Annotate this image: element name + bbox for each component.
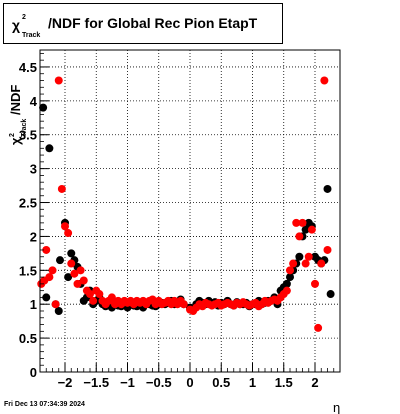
data-point-red [179,300,188,309]
y-label-sup: 2 [9,133,16,137]
y-tick-label: 1.5 [19,263,37,278]
data-point-red [86,290,94,299]
data-point-red [64,229,73,238]
data-point-red [298,218,307,227]
y-label-sub: Track [21,119,28,137]
data-point-black [42,293,51,302]
y-tick-label: 0 [30,365,37,380]
data-point-red [317,259,326,268]
x-tick-label: −2 [58,375,73,390]
data-point-red [311,279,319,288]
x-axis-label: η [333,400,340,414]
data-point-red [54,76,63,85]
data-point-red [48,266,57,275]
y-tick-label: 2 [30,229,37,244]
data-point-black [326,290,335,299]
data-point-red [67,259,76,268]
data-point-black [45,144,54,153]
title-sup: 2 [22,14,26,21]
timestamp-footer: Fri Dec 13 07:34:39 2024 [4,401,85,408]
data-point-black [282,279,291,288]
x-tick-label: 1 [249,375,256,390]
data-point-black [56,256,64,265]
data-point-red [314,323,323,332]
data-point-red [289,259,298,268]
tick-labels: −2 −1.5 −1 −0.5 0 0.5 1 1.5 2 0 0.5 1 1.5 2 2.5 3 3.5 4 4.… [19,60,319,390]
x-tick-label: 2 [311,375,318,390]
chart-title-box: χ 2 Track /NDF for Global Rec Pion EtapT [3,3,283,44]
data-point-red [307,225,316,234]
data-point-red [301,259,310,268]
data-point-black [323,184,332,193]
data-point-black [295,252,304,261]
chart-title: χ 2 Track /NDF for Global Rec Pion EtapT [12,14,258,39]
x-tick-label: −1.5 [83,375,109,390]
x-tick-label: 0.5 [212,375,230,390]
y-tick-label: 1 [30,297,37,312]
x-tick-label: 1.5 [275,375,293,390]
x-tick-label: −1 [120,375,135,390]
y-tick-label: 3 [30,162,37,177]
data-point-red [292,218,301,227]
data-point-red [57,184,66,193]
data-point-red [51,300,60,309]
data-point-red [61,222,69,231]
data-point-red [95,290,104,299]
data-point-red [79,276,88,285]
y-label-rest: /NDF [8,85,23,115]
data-point-black [54,306,63,315]
grid-lines [40,50,340,373]
data-point-red [282,286,291,295]
data-point-red [286,266,294,275]
data-point-black [67,249,76,258]
y-label-chi: χ [8,137,23,145]
y-tick-label: 0.5 [19,331,37,346]
data-point-black [64,273,73,282]
y-tick-label: 4 [30,94,38,109]
data-point-black [301,225,310,234]
data-points [37,76,335,332]
y-tick-label: 4.5 [19,60,37,75]
y-axis-label: χ 2 Track /NDF [8,85,28,145]
y-tick-label: 3.5 [19,128,37,143]
title-sub: Track [22,32,40,39]
data-point-red [73,279,82,288]
data-point-red [295,232,304,241]
data-point-red [45,273,54,282]
axis-ticks [39,52,341,373]
data-point-red [320,76,329,85]
y-tick-label: 2.5 [19,196,37,211]
data-point-red [304,252,313,261]
data-point-red [70,269,79,278]
data-point-red [42,245,51,254]
title-rest: /NDF for Global Rec Pion EtapT [48,15,258,31]
data-point-red [107,293,116,302]
data-point-black [286,273,294,282]
title-chi: χ [12,17,20,33]
data-point-red [89,296,98,305]
data-point-red [323,245,332,254]
data-point-red [76,266,85,275]
x-tick-label: 0 [186,375,193,390]
x-tick-label: −0.5 [146,375,172,390]
